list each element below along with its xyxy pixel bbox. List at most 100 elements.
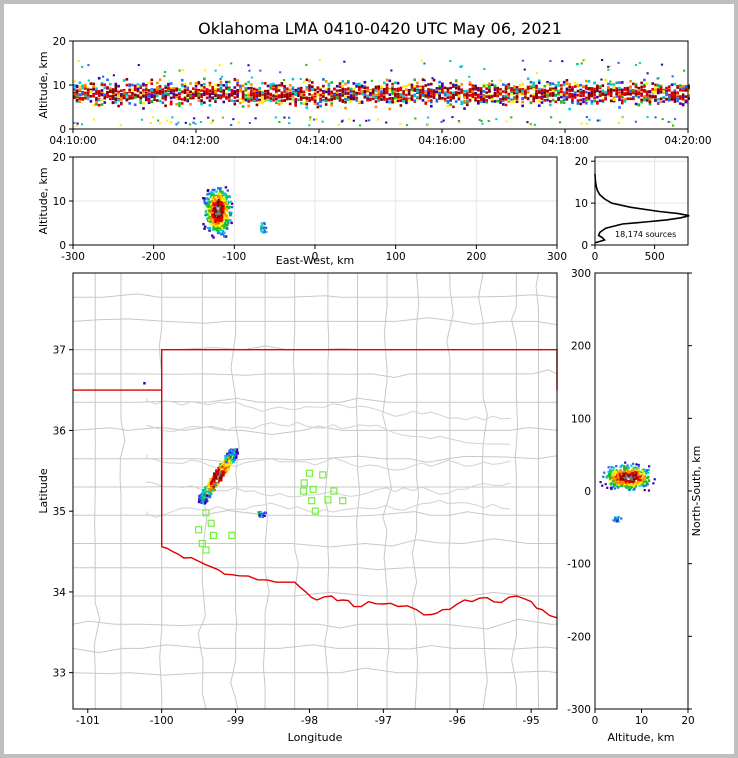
county-line <box>382 273 392 709</box>
density-cell <box>571 98 574 101</box>
density-cell <box>261 93 264 96</box>
density-cell <box>233 451 236 455</box>
county-lines <box>72 272 558 710</box>
density-cell <box>529 101 533 104</box>
density-cell <box>266 96 270 99</box>
density-cell <box>169 100 173 104</box>
density-cell <box>248 69 251 72</box>
density-cell <box>463 107 466 110</box>
histogram-axes-frame <box>594 156 689 246</box>
density-cell <box>369 89 372 93</box>
density-cell <box>221 232 225 236</box>
density-cell <box>215 202 218 205</box>
density-cell <box>89 82 93 85</box>
density-cell <box>175 123 178 126</box>
density-cell <box>214 199 217 203</box>
density-cell <box>202 495 205 499</box>
density-cell <box>338 85 342 88</box>
density-cell <box>355 97 358 100</box>
density-cell <box>212 217 216 220</box>
density-cell <box>299 86 303 90</box>
density-cell <box>565 82 569 85</box>
density-cell <box>200 501 203 505</box>
density-cell <box>233 92 237 96</box>
density-cell <box>221 190 224 194</box>
density-cell <box>526 90 530 94</box>
density-cell <box>637 479 640 483</box>
density-cell <box>637 478 640 481</box>
density-cell <box>205 96 209 100</box>
density-cell <box>226 466 229 469</box>
density-cell <box>493 86 497 90</box>
density-cell <box>622 470 626 474</box>
density-cell <box>396 81 400 85</box>
density-cell <box>518 92 522 96</box>
density-cell <box>333 97 336 100</box>
density-cell <box>186 88 190 92</box>
density-cell <box>579 98 583 102</box>
density-cell <box>543 94 547 98</box>
density-cell <box>631 467 634 470</box>
density-cell <box>504 95 508 98</box>
density-cell <box>596 84 599 88</box>
density-cell <box>423 62 426 65</box>
density-cell <box>234 453 237 457</box>
density-cell <box>615 95 619 98</box>
density-cell <box>313 92 317 96</box>
density-cell <box>97 94 101 98</box>
density-cell <box>568 93 571 96</box>
density-cell <box>311 95 314 99</box>
density-cell <box>618 485 621 488</box>
density-cell <box>676 84 679 88</box>
density-cell <box>446 104 450 108</box>
density-cell <box>202 501 205 505</box>
density-cell <box>634 102 638 106</box>
density-cell <box>454 93 458 97</box>
density-cell <box>119 124 122 127</box>
density-cell <box>610 466 613 469</box>
density-cell <box>338 82 342 85</box>
density-cell <box>208 229 211 232</box>
density-cell <box>640 471 644 475</box>
density-cell <box>427 123 430 126</box>
density-cell <box>286 89 289 93</box>
density-cell <box>131 83 134 87</box>
density-cell <box>670 94 674 97</box>
density-cell <box>621 480 624 483</box>
density-cell <box>612 484 616 488</box>
density-cell <box>496 90 500 93</box>
density-cell <box>524 89 527 93</box>
density-cell <box>214 93 217 96</box>
density-cell <box>218 191 222 195</box>
density-cell <box>219 190 222 193</box>
density-cell <box>230 211 233 215</box>
density-cell <box>309 116 312 119</box>
density-cell <box>182 69 185 72</box>
density-cell <box>673 82 677 86</box>
density-cell <box>410 85 414 89</box>
density-cell <box>211 199 214 203</box>
county-line <box>535 272 539 709</box>
density-cell <box>358 124 362 127</box>
density-cell <box>112 74 115 77</box>
density-cell <box>291 90 295 94</box>
density-cell <box>133 87 137 90</box>
density-cell <box>222 226 225 230</box>
density-cell <box>513 97 516 100</box>
density-cell <box>294 88 297 92</box>
density-cell <box>507 83 511 86</box>
density-cell <box>459 65 462 68</box>
density-cell <box>232 460 235 463</box>
density-cell <box>203 495 207 498</box>
lma-stations <box>195 469 347 554</box>
density-cell <box>637 463 640 467</box>
density-cell <box>562 101 566 104</box>
density-cell <box>287 116 291 119</box>
density-cell <box>111 91 115 94</box>
density-cell <box>305 99 309 103</box>
density-cell <box>630 464 633 467</box>
density-cell <box>294 93 297 97</box>
density-cell <box>634 473 637 476</box>
density-cell <box>611 472 614 475</box>
density-cell <box>584 85 588 88</box>
